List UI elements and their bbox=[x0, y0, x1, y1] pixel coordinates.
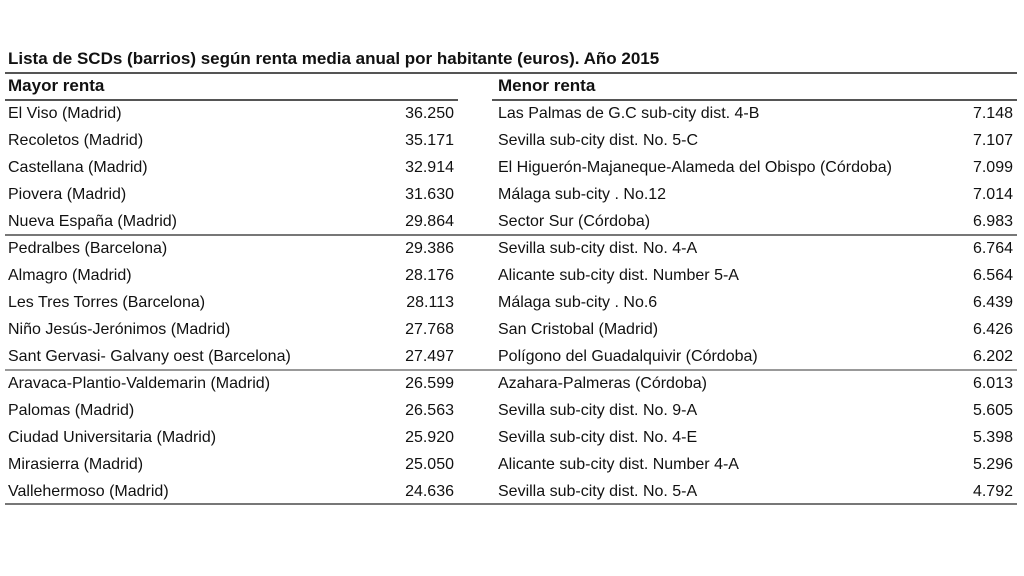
renta-value: 7.099 bbox=[972, 159, 1013, 176]
renta-value: 6.013 bbox=[972, 375, 1013, 392]
renta-value: 7.148 bbox=[972, 105, 1013, 122]
table-row: El Higuerón-Majaneque-Alameda del Obispo… bbox=[498, 154, 1013, 181]
table-row: Málaga sub-city . No.12 7.014 bbox=[498, 181, 1013, 208]
barrio-name: Polígono del Guadalquivir (Córdoba) bbox=[498, 348, 758, 365]
table-row: Alicante sub-city dist. Number 4-A 5.296 bbox=[498, 451, 1013, 478]
barrio-name: Palomas (Madrid) bbox=[8, 402, 135, 419]
group-separator bbox=[5, 369, 1017, 371]
table-row: Las Palmas de G.C sub-city dist. 4-B 7.14… bbox=[498, 100, 1013, 127]
renta-value: 29.386 bbox=[405, 240, 454, 257]
header-rule-right bbox=[492, 99, 1017, 101]
table-row: Sevilla sub-city dist. No. 4-A 6.764 bbox=[498, 235, 1013, 262]
barrio-name: Sant Gervasi- Galvany oest (Barcelona) bbox=[8, 348, 291, 365]
barrio-name: Vallehermoso (Madrid) bbox=[8, 483, 169, 500]
barrio-name: Almagro (Madrid) bbox=[8, 267, 132, 284]
table-title: Lista de SCDs (barrios) según renta medi… bbox=[8, 49, 660, 68]
table-row: Ciudad Universitaria (Madrid) 25.920 bbox=[8, 424, 454, 451]
barrio-name: Mirasierra (Madrid) bbox=[8, 456, 144, 473]
table-row: Pedralbes (Barcelona) 29.386 bbox=[8, 235, 454, 262]
table-row: Castellana (Madrid) 32.914 bbox=[8, 154, 454, 181]
table-row: Mirasierra (Madrid) 25.050 bbox=[8, 451, 454, 478]
renta-value: 6.983 bbox=[972, 213, 1013, 230]
barrio-name: Sevilla sub-city dist. No. 5-A bbox=[498, 483, 698, 500]
table-row: Vallehermoso (Madrid) 24.636 bbox=[8, 478, 454, 505]
barrio-name: Aravaca-Plantio-Valdemarin (Madrid) bbox=[8, 375, 271, 392]
barrio-name: El Higuerón-Majaneque-Alameda del Obispo… bbox=[498, 159, 892, 176]
table-row: Málaga sub-city . No.6 6.439 bbox=[498, 289, 1013, 316]
table-row: San Cristobal (Madrid) 6.426 bbox=[498, 316, 1013, 343]
table-row: Piovera (Madrid) 31.630 bbox=[8, 181, 454, 208]
barrio-name: Málaga sub-city . No.6 bbox=[498, 294, 658, 311]
table-row: Sector Sur (Córdoba) 6.983 bbox=[498, 208, 1013, 235]
barrio-name: Nueva España (Madrid) bbox=[8, 213, 177, 230]
renta-value: 25.050 bbox=[405, 456, 454, 473]
table-row: Nueva España (Madrid) 29.864 bbox=[8, 208, 454, 235]
renta-value: 6.202 bbox=[972, 348, 1013, 365]
renta-value: 7.107 bbox=[972, 132, 1013, 149]
title-rule bbox=[5, 72, 1017, 74]
barrio-name: Ciudad Universitaria (Madrid) bbox=[8, 429, 217, 446]
table-row: Recoletos (Madrid) 35.171 bbox=[8, 127, 454, 154]
renta-value: 6.426 bbox=[972, 321, 1013, 338]
barrio-name: Alicante sub-city dist. Number 5-A bbox=[498, 267, 739, 284]
table-row: Polígono del Guadalquivir (Córdoba) 6.202 bbox=[498, 343, 1013, 370]
renta-value: 28.176 bbox=[405, 267, 454, 284]
renta-value: 24.636 bbox=[405, 483, 454, 500]
barrio-name: Alicante sub-city dist. Number 4-A bbox=[498, 456, 739, 473]
table-row: Azahara-Palmeras (Córdoba) 6.013 bbox=[498, 370, 1013, 397]
header-mayor-renta: Mayor renta bbox=[8, 76, 105, 95]
renta-value: 36.250 bbox=[405, 105, 454, 122]
barrio-name: Málaga sub-city . No.12 bbox=[498, 186, 667, 203]
table-row: Sevilla sub-city dist. No. 5-A 4.792 bbox=[498, 478, 1013, 505]
table-row: Niño Jesús-Jerónimos (Madrid) 27.768 bbox=[8, 316, 454, 343]
barrio-name: Les Tres Torres (Barcelona) bbox=[8, 294, 206, 311]
table-row: El Viso (Madrid) 36.250 bbox=[8, 100, 454, 127]
renta-value: 27.497 bbox=[405, 348, 454, 365]
renta-value: 25.920 bbox=[405, 429, 454, 446]
table-row: Aravaca-Plantio-Valdemarin (Madrid) 26.59… bbox=[8, 370, 454, 397]
group-separator bbox=[5, 234, 1017, 236]
table-row: Sevilla sub-city dist. No. 4-E 5.398 bbox=[498, 424, 1013, 451]
table-bottom-rule bbox=[5, 503, 1017, 505]
renta-value: 27.768 bbox=[405, 321, 454, 338]
barrio-name: Sevilla sub-city dist. No. 4-E bbox=[498, 429, 698, 446]
barrio-name: Sevilla sub-city dist. No. 4-A bbox=[498, 240, 698, 257]
renta-value: 29.864 bbox=[405, 213, 454, 230]
barrio-name: Sector Sur (Córdoba) bbox=[498, 213, 651, 230]
renta-value: 6.439 bbox=[972, 294, 1013, 311]
barrio-name: Niño Jesús-Jerónimos (Madrid) bbox=[8, 321, 231, 338]
renta-value: 31.630 bbox=[405, 186, 454, 203]
renta-value: 32.914 bbox=[405, 159, 454, 176]
barrio-name: Azahara-Palmeras (Córdoba) bbox=[498, 375, 707, 392]
barrio-name: Castellana (Madrid) bbox=[8, 159, 148, 176]
barrio-name: San Cristobal (Madrid) bbox=[498, 321, 659, 338]
header-rule-left bbox=[5, 99, 458, 101]
barrio-name: Las Palmas de G.C sub-city dist. 4-B bbox=[498, 105, 760, 122]
header-menor-renta: Menor renta bbox=[498, 76, 596, 95]
table-row: Palomas (Madrid) 26.563 bbox=[8, 397, 454, 424]
renta-value: 35.171 bbox=[405, 132, 454, 149]
renta-value: 6.764 bbox=[972, 240, 1013, 257]
renta-value: 5.605 bbox=[972, 402, 1013, 419]
renta-value: 26.563 bbox=[405, 402, 454, 419]
table-row: Sevilla sub-city dist. No. 5-C 7.107 bbox=[498, 127, 1013, 154]
table-row: Sevilla sub-city dist. No. 9-A 5.605 bbox=[498, 397, 1013, 424]
renta-value: 6.564 bbox=[972, 267, 1013, 284]
barrio-name: Pedralbes (Barcelona) bbox=[8, 240, 168, 257]
renta-value: 5.296 bbox=[972, 456, 1013, 473]
renta-value: 4.792 bbox=[972, 483, 1013, 500]
barrio-name: Recoletos (Madrid) bbox=[8, 132, 144, 149]
table-row: Sant Gervasi- Galvany oest (Barcelona) 27… bbox=[8, 343, 454, 370]
barrio-name: El Viso (Madrid) bbox=[8, 105, 122, 122]
table-row: Les Tres Torres (Barcelona) 28.113 bbox=[8, 289, 454, 316]
table-row: Alicante sub-city dist. Number 5-A 6.564 bbox=[498, 262, 1013, 289]
renta-value: 28.113 bbox=[406, 294, 454, 311]
renta-value: 7.014 bbox=[972, 186, 1013, 203]
barrio-name: Sevilla sub-city dist. No. 5-C bbox=[498, 132, 699, 149]
barrio-name: Sevilla sub-city dist. No. 9-A bbox=[498, 402, 698, 419]
renta-value: 26.599 bbox=[405, 375, 454, 392]
barrio-name: Piovera (Madrid) bbox=[8, 186, 127, 203]
table-row: Almagro (Madrid) 28.176 bbox=[8, 262, 454, 289]
renta-value: 5.398 bbox=[972, 429, 1013, 446]
